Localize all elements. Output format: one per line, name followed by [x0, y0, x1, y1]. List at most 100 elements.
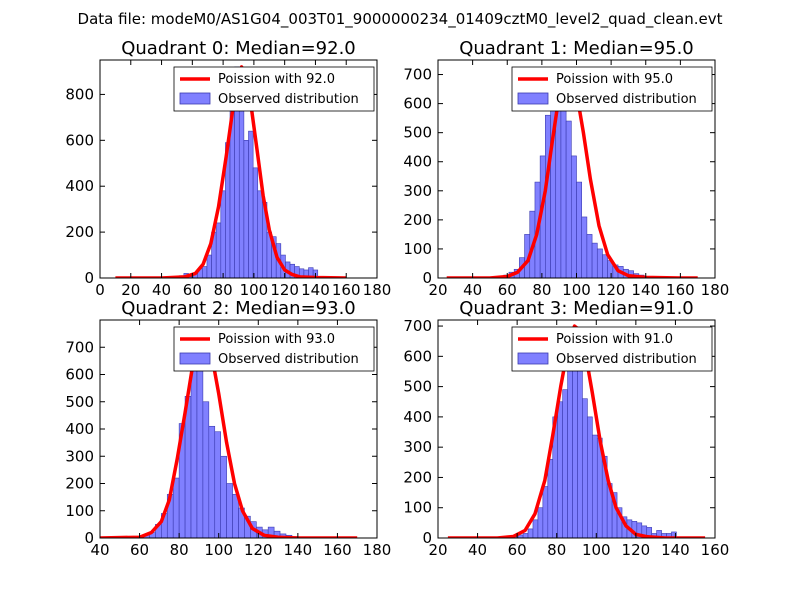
y-tick-label: 400: [65, 177, 94, 195]
x-tick-label: 60: [508, 541, 527, 559]
subplot-quadrant-3: 20 40 60 80 100 120 140 160 0 100 200 300 400 500 600 7…: [403, 298, 729, 559]
legend-label-poisson: Poission with 95.0: [556, 72, 673, 87]
histogram-bar: [581, 216, 588, 278]
x-tick-label: 100: [582, 541, 611, 559]
legend-label-observed: Observed distribution: [556, 92, 697, 107]
histogram-bar: [671, 531, 677, 538]
x-tick-label: 140: [284, 541, 313, 559]
subplot-title: Quadrant 1: Median=95.0: [459, 38, 694, 59]
histogram-bar: [537, 507, 544, 538]
histogram-bar: [214, 431, 221, 538]
histogram-bar: [196, 346, 204, 538]
histogram-bar: [208, 425, 216, 538]
y-tick-label: 300: [403, 182, 432, 200]
x-tick-label: 160: [666, 281, 695, 299]
histogram-bar: [532, 519, 539, 538]
y-tick-label: 0: [422, 529, 432, 547]
legend: Poission with 95.0 Observed distribution: [511, 66, 713, 112]
histogram-bar: [557, 401, 563, 538]
histogram-bar: [582, 398, 588, 538]
x-tick-label: 60: [130, 541, 149, 559]
y-tick-label: 300: [65, 447, 94, 465]
histogram-bar: [571, 155, 577, 278]
y-tick-label: 700: [403, 317, 432, 335]
histogram-bar: [587, 416, 593, 538]
subplot-quadrant-2: 40 60 80 100 120 140 160 180 0 100 200 300 400 500 600…: [65, 298, 391, 559]
x-tick-label: 140: [661, 541, 690, 559]
x-tick-label: 100: [562, 281, 591, 299]
histogram-bar: [542, 486, 549, 538]
histogram-bar: [547, 458, 554, 538]
histogram-bar: [586, 234, 593, 278]
y-tick-label: 600: [65, 366, 94, 384]
x-tick-label: 80: [547, 541, 566, 559]
histogram-bar: [562, 389, 568, 538]
y-tick-label: 100: [65, 502, 94, 520]
legend-label-poisson: Poission with 93.0: [218, 332, 335, 347]
x-tick-label: 180: [363, 541, 392, 559]
legend: Poission with 93.0 Observed distribution: [173, 326, 375, 372]
legend-label-observed: Observed distribution: [556, 352, 697, 367]
legend-bar-swatch: [517, 92, 549, 105]
histogram-bar: [592, 434, 598, 538]
axes-frame: [437, 319, 716, 539]
y-tick-label: 400: [65, 420, 94, 438]
histogram-bar: [206, 254, 212, 278]
y-tick-label: 100: [403, 240, 432, 258]
histogram-bar: [591, 242, 598, 278]
histogram-bar: [190, 368, 198, 538]
subplot-quadrant-1: 20 40 60 80 100 120 140 160 180 0 100 200 300 400 500 6…: [403, 38, 729, 299]
figure-title: Data file: modeM0/AS1G04_003T01_90000002…: [78, 10, 723, 29]
legend-label-poisson: Poission with 91.0: [556, 332, 673, 347]
y-tick-label: 800: [65, 85, 94, 103]
x-tick-label: 160: [332, 281, 361, 299]
x-tick-label: 20: [428, 281, 447, 299]
histogram-bar: [560, 97, 567, 278]
x-tick-label: 120: [622, 541, 651, 559]
legend: Poission with 92.0 Observed distribution: [173, 66, 375, 112]
subplot-title: Quadrant 2: Median=93.0: [121, 298, 356, 319]
y-tick-label: 0: [84, 529, 94, 547]
x-tick-label: 180: [701, 281, 730, 299]
x-tick-label: 100: [204, 541, 233, 559]
y-tick-label: 200: [403, 468, 432, 486]
x-tick-label: 0: [95, 281, 105, 299]
histogram-bar: [226, 483, 233, 538]
histogram-bar: [257, 190, 263, 278]
histogram-bar: [202, 266, 208, 278]
x-tick-label: 120: [597, 281, 626, 299]
y-tick-label: 100: [403, 499, 432, 517]
y-tick-label: 200: [403, 211, 432, 229]
histogram-bar: [252, 167, 259, 278]
histogram-bar: [248, 130, 254, 278]
histogram-bar: [596, 248, 603, 278]
histogram-bar: [220, 455, 227, 538]
histogram-bar: [215, 222, 222, 278]
legend-bar-swatch: [179, 92, 211, 105]
x-tick-label: 40: [463, 281, 482, 299]
histogram-bar: [220, 190, 226, 278]
legend: Poission with 91.0 Observed distribution: [511, 326, 713, 372]
histogram-bar: [565, 120, 572, 278]
histogram-bar: [576, 181, 582, 278]
y-tick-label: 600: [65, 131, 94, 149]
y-tick-label: 400: [403, 153, 432, 171]
x-tick-label: 160: [323, 541, 352, 559]
legend-label-poisson: Poission with 92.0: [218, 72, 335, 87]
histogram-bar: [238, 87, 245, 278]
y-tick-label: 500: [403, 124, 432, 142]
histogram-bar: [545, 114, 551, 278]
x-tick-label: 60: [498, 281, 517, 299]
x-tick-label: 180: [363, 281, 392, 299]
x-tick-label: 60: [183, 281, 202, 299]
x-tick-label: 160: [701, 541, 730, 559]
histogram-bar: [202, 401, 210, 538]
bars: [137, 346, 299, 538]
subplot-title: Quadrant 0: Median=92.0: [121, 38, 356, 59]
y-tick-label: 600: [403, 347, 432, 365]
histogram-bar: [172, 477, 180, 538]
x-tick-label: 140: [631, 281, 660, 299]
axes-frame: [99, 59, 378, 279]
y-tick-label: 300: [403, 438, 432, 456]
